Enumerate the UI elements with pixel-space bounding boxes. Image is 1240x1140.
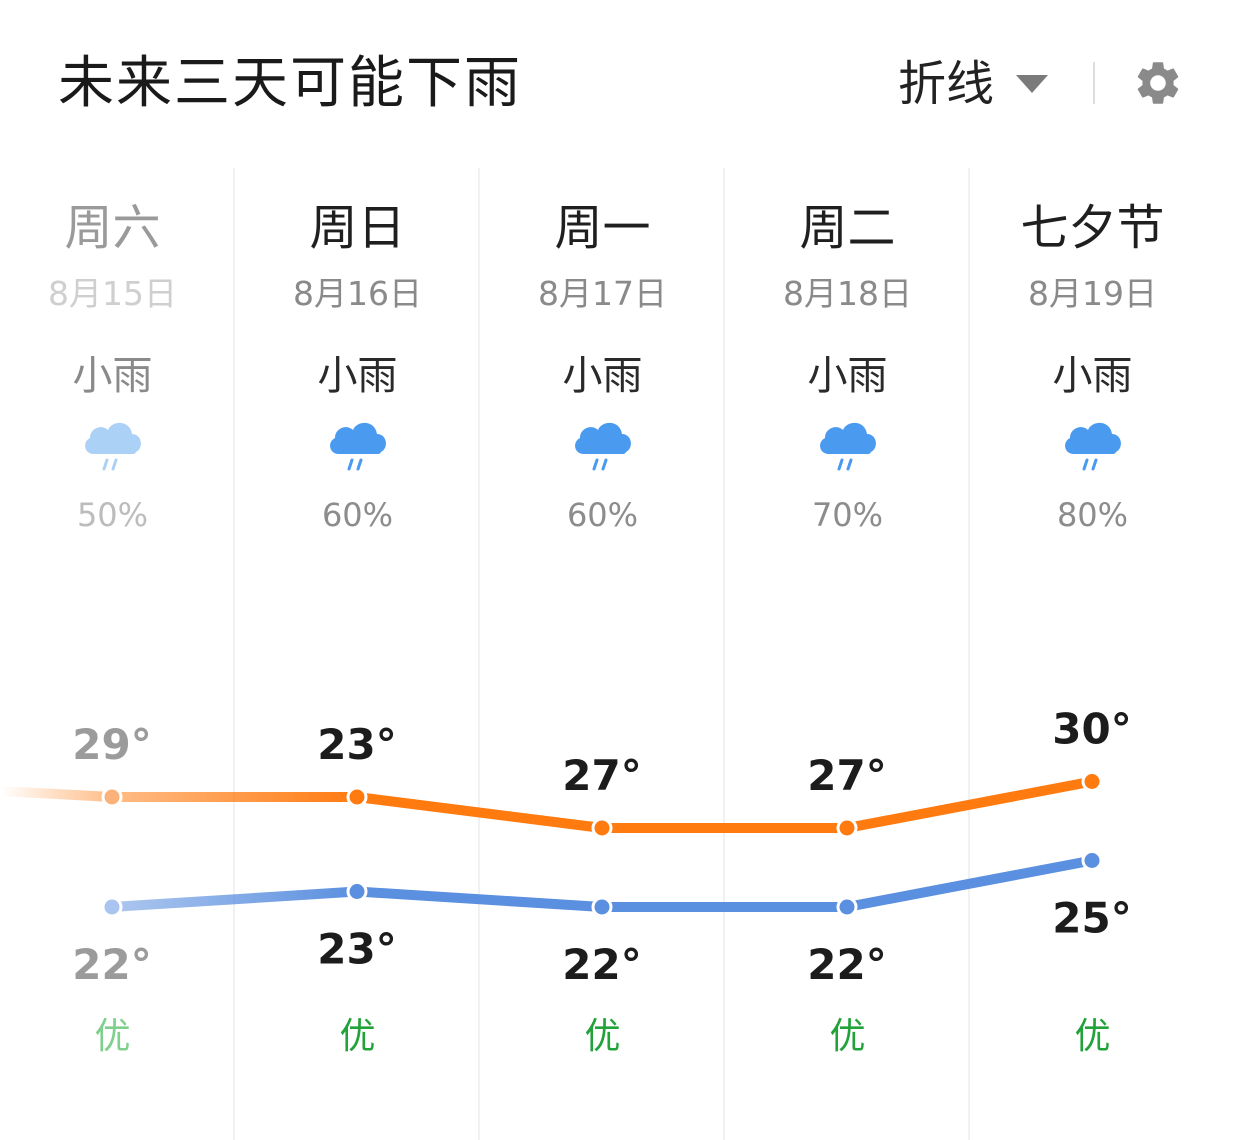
- header-divider: [1093, 62, 1095, 104]
- weather-condition: 小雨: [1052, 353, 1133, 399]
- day-date: 8月16日: [293, 274, 422, 313]
- day-name: 周六: [64, 200, 161, 256]
- day-date: 8月17日: [538, 274, 667, 313]
- precip-probability: 50%: [76, 496, 149, 534]
- weather-condition: 小雨: [317, 353, 398, 399]
- day-column[interactable]: 七夕节 8月19日小雨 80% 优: [970, 168, 1215, 1140]
- air-quality-label: 优: [584, 1016, 621, 1057]
- day-column[interactable]: 周一 8月17日小雨 60% 优: [480, 168, 725, 1140]
- weather-condition: 小雨: [807, 353, 888, 399]
- day-name: 周一: [554, 200, 651, 256]
- air-quality-label: 优: [339, 1016, 376, 1057]
- settings-button[interactable]: [1132, 57, 1184, 109]
- day-column[interactable]: 周日 8月16日小雨 60% 优: [235, 168, 480, 1140]
- day-name: 周日: [309, 200, 406, 256]
- precip-probability: 70%: [811, 496, 884, 534]
- precip-probability: 60%: [321, 496, 394, 534]
- air-quality-label: 优: [94, 1016, 131, 1057]
- precip-probability: 60%: [566, 496, 639, 534]
- day-column[interactable]: 周六 8月15日小雨 50% 优: [0, 168, 235, 1140]
- column-divider: [478, 168, 480, 1140]
- gear-icon: [1137, 62, 1179, 104]
- rain-cloud-icon: [725, 418, 970, 480]
- day-date: 8月18日: [783, 274, 912, 313]
- air-quality-label: 优: [1074, 1016, 1111, 1057]
- page-title: 未来三天可能下雨: [58, 51, 522, 116]
- weather-condition: 小雨: [562, 353, 643, 399]
- weather-condition: 小雨: [72, 353, 153, 399]
- column-divider: [968, 168, 970, 1140]
- precip-probability: 80%: [1056, 496, 1129, 534]
- chevron-down-icon: [1016, 75, 1049, 93]
- rain-cloud-icon: [235, 418, 480, 480]
- rain-cloud-icon: [970, 418, 1215, 480]
- chart-mode-label: 折线: [898, 56, 995, 112]
- air-quality-label: 优: [829, 1016, 866, 1057]
- day-date: 8月19日: [1028, 274, 1157, 313]
- chart-mode-dropdown[interactable]: 折线: [898, 54, 1049, 114]
- rain-cloud-icon: [480, 418, 725, 480]
- column-divider: [233, 168, 235, 1140]
- day-name: 周二: [799, 200, 896, 256]
- rain-cloud-icon: [0, 418, 235, 480]
- day-column[interactable]: 周二 8月18日小雨 70% 优: [725, 168, 970, 1140]
- day-name: 七夕节: [1020, 200, 1165, 256]
- day-date: 8月15日: [48, 274, 177, 313]
- column-divider: [723, 168, 725, 1140]
